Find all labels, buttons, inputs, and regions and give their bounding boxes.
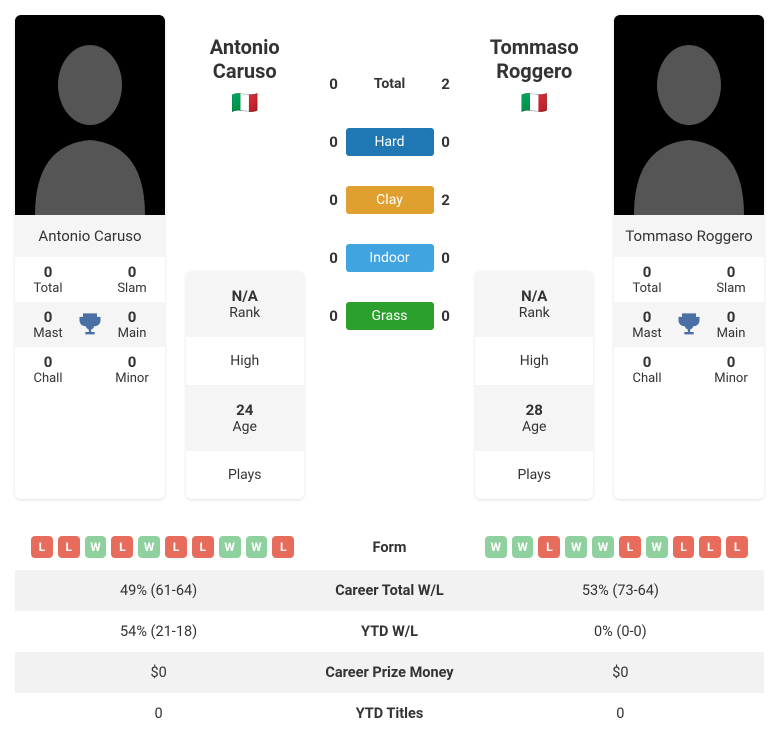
form-loss-badge: L bbox=[31, 536, 53, 558]
comparison-label: Career Total W/L bbox=[294, 582, 485, 599]
form-win-badge: W bbox=[592, 536, 614, 558]
player1-form: LLWLWLLWWL bbox=[23, 536, 294, 558]
form-win-badge: W bbox=[138, 536, 160, 558]
form-loss-badge: L bbox=[619, 536, 641, 558]
player2-card: Tommaso Roggero 0Total 0Slam 0Mast 0Main… bbox=[614, 15, 764, 499]
surface-clay[interactable]: Clay bbox=[346, 186, 434, 214]
form-win-badge: W bbox=[485, 536, 507, 558]
comparison-row: $0Career Prize Money$0 bbox=[15, 652, 764, 693]
comparison-p2-value: $0 bbox=[485, 664, 756, 681]
form-loss-badge: L bbox=[538, 536, 560, 558]
form-row: LLWLWLLWWL Form WWLWWLWLLL bbox=[15, 524, 764, 570]
player2-form: WWLWWLWLLL bbox=[485, 536, 756, 558]
player2-flag-icon: 🇮🇹 bbox=[474, 91, 594, 116]
player1-titles-row-3: 0Chall 0Minor bbox=[15, 347, 165, 392]
form-win-badge: W bbox=[85, 536, 107, 558]
form-win-badge: W bbox=[565, 536, 587, 558]
comparison-row: 54% (21-18)YTD W/L0% (0-0) bbox=[15, 611, 764, 652]
form-loss-badge: L bbox=[699, 536, 721, 558]
form-win-badge: W bbox=[512, 536, 534, 558]
player1-photo bbox=[15, 15, 165, 215]
player1-titles-row-2: 0Mast 0Main bbox=[15, 302, 165, 347]
comparison-row: 0YTD Titles0 bbox=[15, 693, 764, 734]
form-win-badge: W bbox=[219, 536, 241, 558]
trophy-icon bbox=[76, 311, 104, 339]
player-silhouette-icon bbox=[25, 25, 155, 215]
surface-indoor[interactable]: Indoor bbox=[346, 244, 434, 272]
player1-flag-icon: 🇮🇹 bbox=[185, 91, 305, 116]
form-loss-badge: L bbox=[165, 536, 187, 558]
form-loss-badge: L bbox=[192, 536, 214, 558]
form-loss-badge: L bbox=[673, 536, 695, 558]
comparison-p2-value: 0% (0-0) bbox=[485, 623, 756, 640]
player2-name-block: Tommaso Roggero 🇮🇹 bbox=[474, 15, 594, 116]
h2h-surface-breakdown: 0 Total 2 0 Hard 0 0 Clay 2 0 Indoor 0 0… bbox=[325, 15, 455, 499]
player2-photo bbox=[614, 15, 764, 215]
comparison-p1-value: $0 bbox=[23, 664, 294, 681]
player-silhouette-icon bbox=[624, 25, 754, 215]
comparison-table: LLWLWLLWWL Form WWLWWLWLLL 49% (61-64)Ca… bbox=[15, 524, 764, 734]
player1-name-block: Antonio Caruso 🇮🇹 bbox=[185, 15, 305, 116]
comparison-label: YTD Titles bbox=[294, 705, 485, 722]
surface-hard[interactable]: Hard bbox=[346, 128, 434, 156]
form-win-badge: W bbox=[246, 536, 268, 558]
comparison-p2-value: 53% (73-64) bbox=[485, 582, 756, 599]
trophy-icon bbox=[675, 311, 703, 339]
surface-grass[interactable]: Grass bbox=[346, 302, 434, 330]
player2-stats: N/ARank High 28Age Plays bbox=[475, 271, 593, 499]
form-loss-badge: L bbox=[58, 536, 80, 558]
form-loss-badge: L bbox=[726, 536, 748, 558]
head-to-head-header: Antonio Caruso 0Total 0Slam 0Mast 0Main … bbox=[15, 15, 764, 499]
comparison-p1-value: 54% (21-18) bbox=[23, 623, 294, 640]
comparison-p1-value: 49% (61-64) bbox=[23, 582, 294, 599]
comparison-p1-value: 0 bbox=[23, 705, 294, 722]
player1-titles-row-1: 0Total 0Slam bbox=[15, 257, 165, 302]
form-loss-badge: L bbox=[272, 536, 294, 558]
comparison-row: 49% (61-64)Career Total W/L53% (73-64) bbox=[15, 570, 764, 611]
comparison-p2-value: 0 bbox=[485, 705, 756, 722]
comparison-label: Career Prize Money bbox=[294, 664, 485, 681]
player1-card: Antonio Caruso 0Total 0Slam 0Mast 0Main … bbox=[15, 15, 165, 499]
player2-card-name: Tommaso Roggero bbox=[614, 215, 764, 257]
player1-card-name: Antonio Caruso bbox=[15, 215, 165, 257]
form-loss-badge: L bbox=[111, 536, 133, 558]
form-win-badge: W bbox=[646, 536, 668, 558]
player1-stats: N/ARank High 24Age Plays bbox=[186, 271, 304, 499]
comparison-label: YTD W/L bbox=[294, 623, 485, 640]
